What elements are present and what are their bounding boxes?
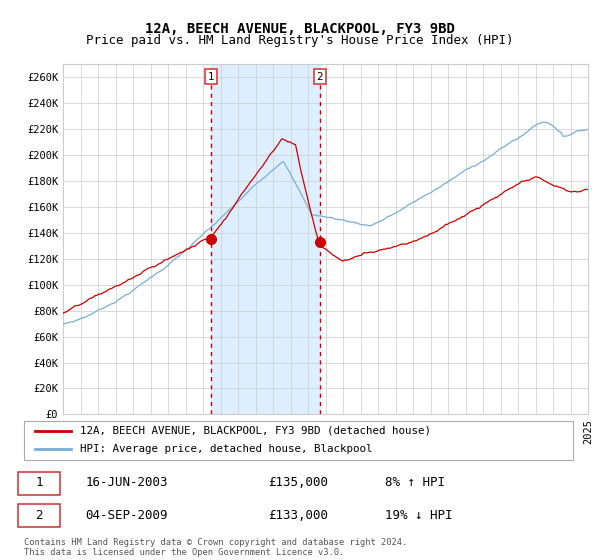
Text: Contains HM Land Registry data © Crown copyright and database right 2024.
This d: Contains HM Land Registry data © Crown c…: [24, 538, 407, 557]
Text: £133,000: £133,000: [268, 508, 328, 521]
Text: Price paid vs. HM Land Registry's House Price Index (HPI): Price paid vs. HM Land Registry's House …: [86, 34, 514, 47]
Text: 12A, BEECH AVENUE, BLACKPOOL, FY3 9BD (detached house): 12A, BEECH AVENUE, BLACKPOOL, FY3 9BD (d…: [79, 426, 431, 436]
Text: 2: 2: [316, 72, 323, 82]
Text: 04-SEP-2009: 04-SEP-2009: [85, 508, 167, 521]
Bar: [211, 64, 320, 414]
Text: 2: 2: [35, 508, 43, 521]
FancyBboxPatch shape: [19, 472, 60, 495]
FancyBboxPatch shape: [19, 504, 60, 528]
Text: 12A, BEECH AVENUE, BLACKPOOL, FY3 9BD: 12A, BEECH AVENUE, BLACKPOOL, FY3 9BD: [145, 22, 455, 36]
Text: £135,000: £135,000: [268, 477, 328, 489]
Text: 16-JUN-2003: 16-JUN-2003: [85, 477, 167, 489]
Text: 19% ↓ HPI: 19% ↓ HPI: [385, 508, 452, 521]
Text: 8% ↑ HPI: 8% ↑ HPI: [385, 477, 445, 489]
Text: HPI: Average price, detached house, Blackpool: HPI: Average price, detached house, Blac…: [79, 445, 372, 454]
Text: 1: 1: [35, 477, 43, 489]
FancyBboxPatch shape: [24, 421, 574, 460]
Text: 1: 1: [208, 72, 214, 82]
